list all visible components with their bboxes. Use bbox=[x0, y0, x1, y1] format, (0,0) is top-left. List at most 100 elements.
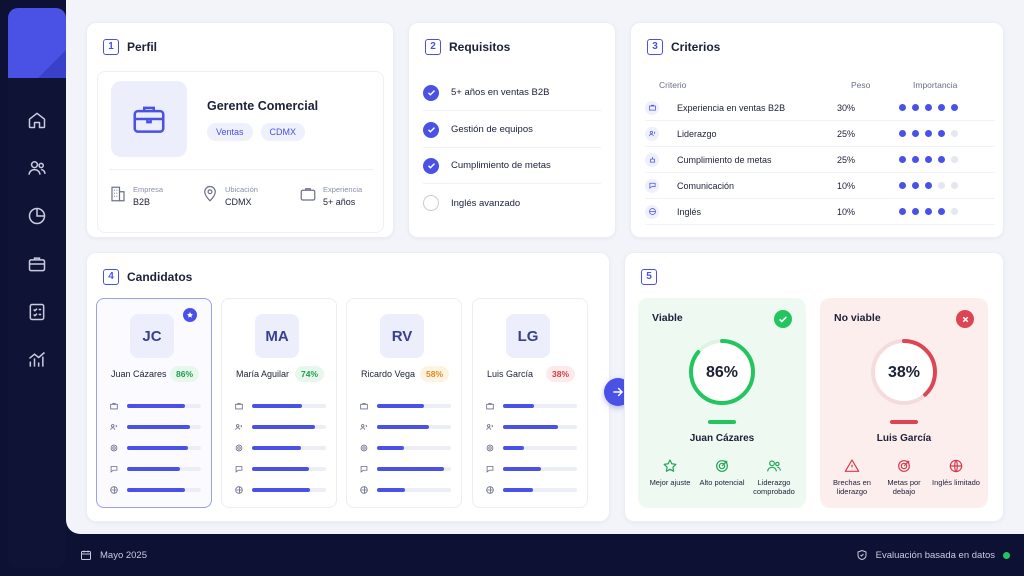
meta-label: Empresa bbox=[133, 185, 164, 194]
requirement-label: Inglés avanzado bbox=[451, 197, 521, 209]
skill-icon bbox=[360, 402, 368, 409]
candidate-card[interactable]: JC Juan Cázares 86% bbox=[96, 298, 212, 508]
skill-track bbox=[127, 487, 201, 492]
skill-track bbox=[127, 466, 201, 471]
importance-dots bbox=[899, 208, 958, 215]
skill-fill bbox=[377, 424, 429, 429]
feature-label: Inglés limitado bbox=[932, 478, 980, 487]
favorite-star-icon[interactable] bbox=[183, 308, 197, 322]
skill-row bbox=[359, 437, 451, 458]
col-header-importance: Importancia bbox=[913, 80, 958, 90]
not-viable-gauge bbox=[871, 339, 937, 405]
calendar-icon bbox=[81, 550, 91, 560]
feature-best-fit: Mejor ajuste bbox=[642, 458, 698, 487]
skill-icon bbox=[486, 444, 494, 451]
skill-bars bbox=[359, 395, 451, 500]
skill-row bbox=[234, 395, 326, 416]
candidate-card[interactable]: MA María Aguilar 74% bbox=[221, 298, 337, 508]
importance-dot bbox=[951, 104, 958, 111]
requirement-label: Cumplimiento de metas bbox=[451, 160, 551, 171]
skill-row bbox=[234, 458, 326, 479]
skill-icon bbox=[110, 485, 118, 494]
home-icon[interactable] bbox=[25, 108, 49, 132]
skill-row bbox=[234, 479, 326, 500]
col-header-weight: Peso bbox=[851, 80, 871, 90]
importance-dot bbox=[925, 208, 932, 215]
main-panel: 1 Perfil Gerente Comercial Ventas CDMX Em… bbox=[66, 0, 1024, 534]
check-icon[interactable] bbox=[423, 84, 439, 101]
skill-icon bbox=[235, 444, 243, 451]
briefcase-icon[interactable] bbox=[25, 252, 49, 276]
importance-dots bbox=[899, 130, 958, 137]
feature-label: Mejor ajuste bbox=[649, 478, 691, 487]
feature-label: Metas por debajo bbox=[887, 478, 921, 497]
importance-dot bbox=[899, 208, 906, 215]
divider bbox=[109, 169, 373, 170]
check-icon[interactable] bbox=[423, 157, 439, 174]
skill-row bbox=[359, 458, 451, 479]
skill-fill bbox=[127, 445, 188, 450]
skill-icon bbox=[235, 485, 243, 494]
skill-icon bbox=[110, 444, 118, 451]
importance-dot bbox=[925, 156, 932, 163]
skill-row bbox=[234, 437, 326, 458]
skill-row bbox=[109, 437, 201, 458]
skill-icon bbox=[235, 402, 243, 409]
importance-dot bbox=[951, 208, 958, 215]
bar-chart-icon[interactable] bbox=[25, 348, 49, 372]
requirement-item[interactable]: 5+ años en ventas B2B bbox=[423, 75, 601, 111]
importance-dot bbox=[912, 208, 919, 215]
feature-limited-english: Inglés limitado bbox=[928, 458, 984, 487]
requirement-label: Gestión de equipos bbox=[451, 124, 533, 135]
users-icon[interactable] bbox=[25, 156, 49, 180]
step-number: 4 bbox=[103, 269, 119, 285]
card-title: Candidatos bbox=[127, 270, 193, 284]
candidate-card[interactable]: RV Ricardo Vega 58% bbox=[346, 298, 462, 508]
viable-gauge bbox=[689, 339, 755, 405]
skill-row bbox=[109, 479, 201, 500]
skill-track bbox=[377, 445, 451, 450]
skill-icon bbox=[360, 444, 368, 451]
criterion-name: Inglés bbox=[677, 206, 702, 217]
skill-icon bbox=[360, 423, 367, 430]
criterion-weight: 30% bbox=[837, 102, 856, 113]
step-number: 3 bbox=[647, 39, 663, 55]
check-icon bbox=[774, 310, 792, 328]
requirement-item[interactable]: Inglés avanzado bbox=[423, 185, 601, 221]
viable-candidate: Juan Cázares bbox=[689, 433, 755, 444]
skill-track bbox=[503, 424, 577, 429]
target-icon bbox=[716, 460, 728, 472]
pie-chart-icon[interactable] bbox=[25, 204, 49, 228]
skill-row bbox=[485, 416, 577, 437]
step-number: 2 bbox=[425, 39, 441, 55]
requirement-item[interactable]: Gestión de equipos bbox=[423, 112, 601, 148]
col-header-criterion: Criterio bbox=[659, 80, 687, 90]
viable-percent: 86% bbox=[705, 364, 739, 381]
not-viable-title: No viable bbox=[834, 312, 881, 324]
skill-fill bbox=[377, 403, 425, 408]
skill-fill bbox=[127, 403, 185, 408]
importance-dot bbox=[912, 130, 919, 137]
role-title: Gerente Comercial bbox=[207, 99, 319, 113]
not-viable-candidate: Luis García bbox=[876, 433, 932, 444]
tag-list: Ventas CDMX bbox=[207, 123, 306, 141]
check-icon[interactable] bbox=[423, 121, 439, 138]
skill-bars bbox=[109, 395, 201, 500]
importance-dot bbox=[899, 156, 906, 163]
step-number: 1 bbox=[103, 39, 119, 55]
skill-row bbox=[359, 479, 451, 500]
footer-date: Mayo 2025 bbox=[100, 549, 148, 561]
checklist-icon[interactable] bbox=[25, 300, 49, 324]
skill-icon bbox=[360, 485, 368, 494]
skill-row bbox=[109, 458, 201, 479]
meta-company: Empresa B2B bbox=[109, 185, 163, 207]
unchecked-circle-icon[interactable] bbox=[423, 195, 439, 211]
requirement-item[interactable]: Cumplimiento de metas bbox=[423, 148, 601, 184]
candidate-card[interactable]: LG Luis García 38% bbox=[472, 298, 588, 508]
skill-bars bbox=[485, 395, 577, 500]
importance-dot bbox=[925, 182, 932, 189]
importance-dot bbox=[899, 130, 906, 137]
feature-leadership-gap: Brechas en liderazgo bbox=[824, 458, 880, 497]
skill-fill bbox=[377, 487, 406, 492]
card-title: Perfil bbox=[127, 40, 158, 54]
